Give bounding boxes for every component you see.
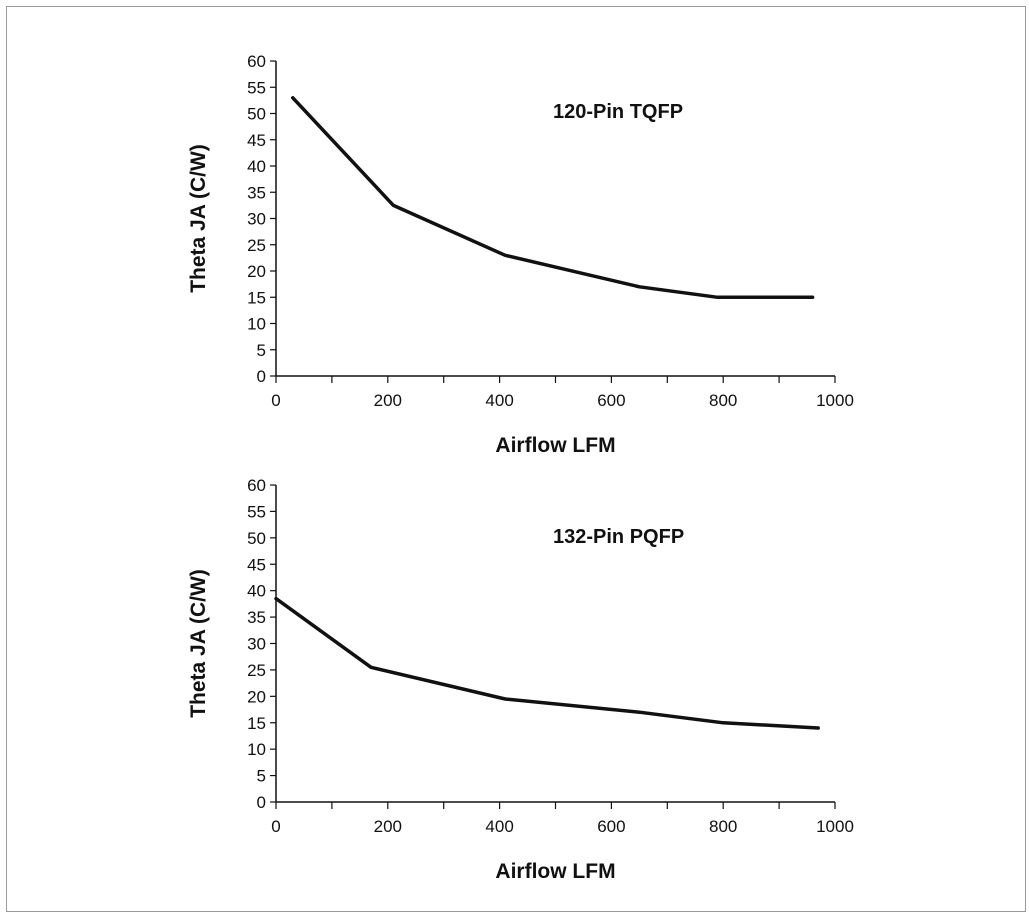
x-tick-label: 200 (374, 391, 402, 410)
series-line (291, 96, 815, 300)
x-axis-title: Airflow LFM (495, 860, 615, 883)
x-tick-label: 600 (597, 817, 625, 836)
y-axis-title: Theta JA (C/W) (187, 144, 210, 293)
y-tick-label: 0 (257, 367, 266, 386)
x-tick-label: 1000 (816, 817, 854, 836)
x-tick-label: 0 (271, 391, 280, 410)
y-tick-label: 55 (247, 502, 266, 521)
figure-frame (6, 6, 1026, 912)
y-tick-label: 50 (247, 529, 266, 548)
x-tick-label: 400 (485, 817, 513, 836)
y-tick-label: 20 (247, 687, 266, 706)
x-tick-label: 800 (709, 817, 737, 836)
y-tick-label: 30 (247, 635, 266, 654)
y-tick-label: 20 (247, 262, 266, 281)
y-tick-label: 25 (247, 236, 266, 255)
y-tick-label: 40 (247, 582, 266, 601)
y-tick-label: 45 (247, 555, 266, 574)
y-tick-label: 35 (247, 183, 266, 202)
y-tick-label: 55 (247, 78, 266, 97)
x-tick-label: 200 (374, 817, 402, 836)
y-tick-label: 45 (247, 131, 266, 150)
y-tick-label: 0 (257, 793, 266, 812)
x-tick-label: 0 (271, 817, 280, 836)
y-tick-label: 15 (247, 288, 266, 307)
y-tick-label: 60 (247, 476, 266, 495)
chart-title: 132-Pin PQFP (553, 526, 684, 548)
y-axis-title: Theta JA (C/W) (187, 569, 210, 718)
y-tick-label: 10 (247, 315, 266, 334)
chart-title: 120-Pin TQFP (553, 101, 683, 123)
y-tick-label: 25 (247, 661, 266, 680)
y-tick-label: 30 (247, 210, 266, 229)
x-tick-label: 600 (597, 391, 625, 410)
y-tick-label: 15 (247, 714, 266, 733)
x-tick-label: 800 (709, 391, 737, 410)
x-tick-label: 400 (485, 391, 513, 410)
y-tick-label: 40 (247, 157, 266, 176)
y-tick-label: 50 (247, 105, 266, 124)
y-tick-label: 10 (247, 740, 266, 759)
x-axis-title: Airflow LFM (495, 434, 615, 457)
series-line (274, 596, 820, 730)
y-tick-label: 35 (247, 608, 266, 627)
y-tick-label: 60 (247, 52, 266, 71)
y-tick-label: 5 (257, 767, 266, 786)
x-tick-label: 1000 (816, 391, 854, 410)
y-tick-label: 5 (257, 341, 266, 360)
